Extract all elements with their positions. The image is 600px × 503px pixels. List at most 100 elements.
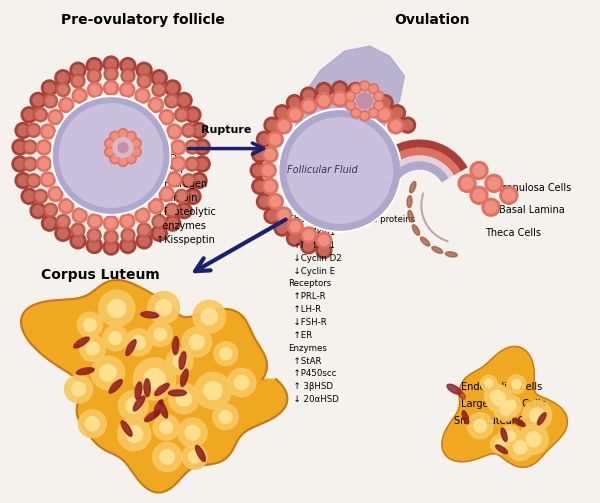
Circle shape [167, 83, 178, 93]
Circle shape [156, 299, 172, 315]
Circle shape [107, 232, 116, 241]
Circle shape [361, 82, 368, 89]
Ellipse shape [133, 396, 145, 411]
Ellipse shape [135, 386, 138, 394]
Circle shape [72, 88, 87, 103]
Circle shape [40, 172, 55, 187]
Ellipse shape [109, 380, 122, 393]
Circle shape [43, 127, 53, 136]
Circle shape [506, 400, 516, 410]
Circle shape [500, 187, 518, 204]
Circle shape [164, 94, 179, 108]
Circle shape [376, 93, 382, 100]
Circle shape [363, 98, 379, 114]
Circle shape [374, 101, 384, 111]
Circle shape [350, 96, 361, 106]
Circle shape [304, 90, 314, 100]
Circle shape [73, 236, 83, 246]
Circle shape [392, 108, 403, 118]
Circle shape [391, 121, 401, 131]
Circle shape [361, 113, 368, 119]
Circle shape [526, 432, 541, 447]
Circle shape [136, 62, 152, 78]
Circle shape [70, 233, 86, 249]
Circle shape [169, 383, 199, 413]
Circle shape [289, 98, 299, 108]
Circle shape [182, 445, 207, 469]
Circle shape [100, 365, 116, 381]
Circle shape [167, 97, 176, 106]
Circle shape [351, 87, 379, 115]
Circle shape [262, 179, 278, 194]
Circle shape [166, 348, 193, 375]
Circle shape [514, 441, 527, 454]
Circle shape [83, 318, 96, 331]
Circle shape [103, 56, 119, 72]
Circle shape [280, 111, 400, 230]
Circle shape [461, 178, 473, 189]
Circle shape [148, 322, 172, 347]
Ellipse shape [462, 411, 469, 424]
Circle shape [25, 159, 34, 169]
Circle shape [351, 84, 361, 94]
Circle shape [470, 187, 488, 204]
Ellipse shape [181, 373, 184, 381]
Circle shape [287, 118, 392, 223]
Circle shape [500, 395, 521, 415]
Circle shape [359, 81, 370, 91]
Ellipse shape [412, 225, 419, 235]
Circle shape [182, 174, 196, 188]
Circle shape [270, 134, 280, 144]
Ellipse shape [408, 210, 413, 222]
Circle shape [289, 233, 299, 243]
Circle shape [41, 215, 58, 231]
Circle shape [171, 156, 185, 171]
Circle shape [86, 342, 99, 355]
Circle shape [519, 425, 548, 454]
Circle shape [488, 178, 500, 189]
Circle shape [277, 223, 287, 233]
Circle shape [80, 336, 106, 362]
Circle shape [44, 83, 55, 93]
Circle shape [256, 131, 272, 147]
Circle shape [59, 217, 68, 226]
Circle shape [107, 149, 113, 155]
Circle shape [33, 206, 43, 216]
Circle shape [128, 133, 134, 139]
Circle shape [15, 123, 31, 138]
Circle shape [167, 218, 178, 228]
Ellipse shape [407, 196, 412, 208]
Circle shape [263, 165, 274, 176]
Circle shape [182, 327, 212, 357]
Circle shape [176, 391, 191, 406]
Circle shape [154, 328, 166, 341]
Circle shape [43, 94, 58, 108]
Circle shape [29, 176, 38, 185]
Circle shape [165, 215, 181, 231]
Circle shape [85, 416, 99, 431]
Circle shape [135, 88, 150, 103]
Ellipse shape [144, 312, 152, 315]
Circle shape [301, 227, 317, 243]
Circle shape [73, 76, 82, 86]
Text: Basal Lamina: Basal Lamina [499, 205, 565, 215]
Circle shape [467, 413, 493, 439]
Ellipse shape [196, 445, 205, 461]
Circle shape [197, 159, 208, 169]
Circle shape [184, 126, 193, 135]
Circle shape [152, 82, 166, 97]
Circle shape [214, 342, 238, 366]
Circle shape [118, 143, 128, 152]
Circle shape [120, 82, 134, 98]
Circle shape [473, 164, 485, 177]
Circle shape [139, 236, 149, 246]
Circle shape [188, 110, 198, 120]
Ellipse shape [457, 389, 466, 399]
Circle shape [197, 142, 208, 152]
Circle shape [59, 98, 74, 112]
Circle shape [184, 176, 193, 185]
Circle shape [59, 199, 74, 214]
Circle shape [365, 101, 376, 111]
Circle shape [267, 120, 277, 130]
Ellipse shape [154, 403, 158, 411]
